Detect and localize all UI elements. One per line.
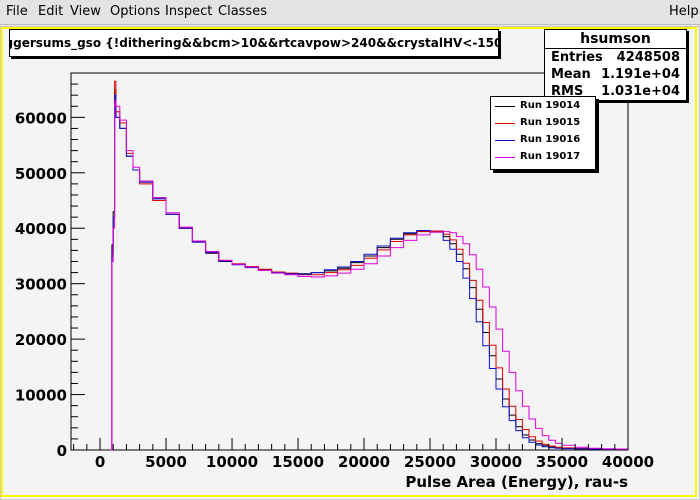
x-tick-label: 35000: [536, 453, 588, 471]
y-tick-label: 40000: [15, 220, 67, 238]
legend-swatch: [495, 106, 515, 107]
plot-title[interactable]: triggersums_gso {!dithering&&bcm>10&&rtc…: [9, 29, 499, 57]
legend-entry: Run 19017: [495, 149, 593, 165]
y-tick-label: 0: [57, 442, 67, 460]
x-tick-label: 15000: [272, 453, 324, 471]
y-tick-label: 50000: [15, 165, 67, 183]
stats-title: hsumson: [545, 30, 686, 49]
x-tick-label: 25000: [404, 453, 456, 471]
x-tick-label: 40000: [602, 453, 654, 471]
stats-row-mean: Mean 1.191e+04: [545, 66, 686, 83]
y-tick-label: 10000: [15, 387, 67, 405]
x-tick-label: 10000: [206, 453, 258, 471]
menu-classes[interactable]: Classes: [218, 4, 267, 19]
stats-label: Entries: [551, 50, 603, 65]
stats-label: Mean: [551, 67, 591, 82]
legend-entry: Run 19015: [495, 115, 593, 131]
x-tick-label: 0: [95, 453, 105, 471]
y-tick-label: 60000: [15, 109, 67, 127]
stats-value: 4248508: [616, 50, 680, 65]
legend-entry: Run 19014: [495, 98, 593, 114]
menu-file[interactable]: File: [6, 4, 28, 19]
menu-edit[interactable]: Edit: [38, 4, 64, 19]
menu-view[interactable]: View: [70, 4, 101, 19]
y-tick-label: 30000: [15, 276, 67, 294]
legend-swatch: [495, 123, 515, 124]
legend-entry: Run 19016: [495, 132, 593, 148]
menu-options[interactable]: Options: [110, 4, 161, 19]
legend-swatch: [495, 140, 515, 141]
menu-help[interactable]: Help: [669, 4, 699, 19]
x-tick-label: 20000: [338, 453, 390, 471]
stats-row-rms: RMS 1.031e+04: [545, 83, 686, 100]
legend-label: Run 19016: [520, 134, 581, 145]
stats-value: 1.031e+04: [601, 84, 680, 99]
x-tick-label: 5000: [145, 453, 187, 471]
y-tick-label: 20000: [15, 331, 67, 349]
menu-inspect[interactable]: Inspect: [165, 4, 213, 19]
x-tick-label: 30000: [470, 453, 522, 471]
legend[interactable]: Run 19014 Run 19015 Run 19016 Run 19017: [490, 96, 596, 170]
stats-box[interactable]: hsumson Entries 4248508 Mean 1.191e+04 R…: [544, 29, 687, 101]
stats-value: 1.191e+04: [601, 67, 680, 82]
legend-label: Run 19017: [520, 151, 581, 162]
legend-swatch: [495, 157, 515, 158]
x-axis-label: Pulse Area (Energy), rau-s: [405, 473, 628, 491]
menu-bar: File Edit View Options Inspect Classes H…: [0, 0, 700, 25]
stats-label: RMS: [551, 84, 584, 99]
stats-row-entries: Entries 4248508: [545, 49, 686, 66]
legend-label: Run 19014: [520, 100, 581, 111]
series-line-4: [110, 100, 629, 451]
pad-border: [1, 27, 697, 497]
legend-label: Run 19015: [520, 117, 581, 128]
